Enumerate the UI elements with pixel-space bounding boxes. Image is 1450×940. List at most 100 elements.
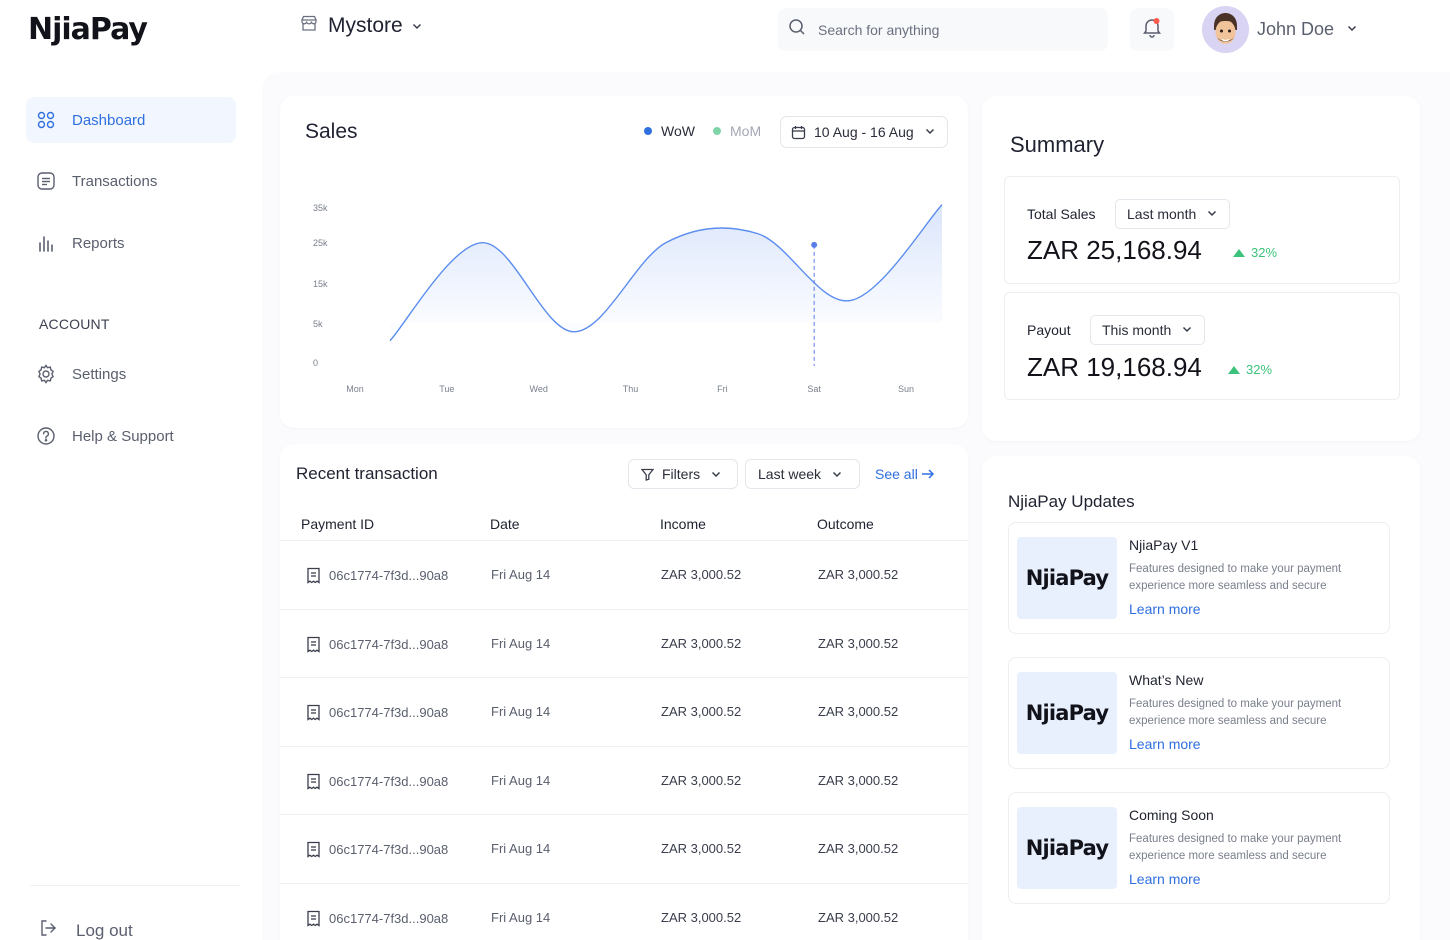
payment-id-cell: 06c1774-7f3d...90a8 xyxy=(306,841,448,858)
period-label: Last month xyxy=(1127,206,1197,222)
search-icon xyxy=(788,18,806,41)
update-item[interactable]: NjiaPay NjiaPay V1 Features designed to … xyxy=(1008,522,1390,634)
date-range-label: 10 Aug - 16 Aug xyxy=(814,124,914,140)
table-row[interactable]: 06c1774-7f3d...90a8 Fri Aug 14 ZAR 3,000.5… xyxy=(280,540,968,608)
column-header-date: Date xyxy=(490,516,520,532)
see-all-label: See all xyxy=(875,466,918,482)
chevron-down-icon xyxy=(411,14,423,38)
income-cell: ZAR 3,000.52 xyxy=(661,841,742,856)
learn-more-link[interactable]: Learn more xyxy=(1129,601,1201,617)
learn-more-link[interactable]: Learn more xyxy=(1129,871,1201,887)
update-item[interactable]: NjiaPay What’s New Features designed to … xyxy=(1008,657,1390,769)
receipt-icon xyxy=(306,704,321,721)
store-selector[interactable]: Mystore xyxy=(300,14,423,38)
table-row[interactable]: 06c1774-7f3d...90a8 Fri Aug 14 ZAR 3,000.5… xyxy=(280,677,968,745)
sidebar-item-label: Settings xyxy=(72,365,127,383)
outcome-cell: ZAR 3,000.52 xyxy=(818,704,899,719)
highlight-point[interactable] xyxy=(811,241,818,248)
logout-label: Log out xyxy=(76,920,133,940)
period-label: This month xyxy=(1102,322,1172,338)
table-row[interactable]: 06c1774-7f3d...90a8 Fri Aug 14 ZAR 3,000.5… xyxy=(280,814,968,882)
update-description: Features designed to make your payment e… xyxy=(1129,563,1342,592)
x-tick-label: Sat xyxy=(807,384,821,394)
updates-title: NjiaPay Updates xyxy=(1008,492,1135,511)
sidebar-item-reports[interactable]: Reports xyxy=(26,220,236,266)
chevron-down-icon xyxy=(831,468,843,480)
update-heading: Coming Soon xyxy=(1129,807,1214,823)
outcome-cell: ZAR 3,000.52 xyxy=(818,567,899,582)
x-tick-label: Thu xyxy=(623,384,639,394)
receipt-icon xyxy=(306,636,321,653)
notifications-button[interactable] xyxy=(1130,8,1174,51)
y-tick-label: 15k xyxy=(313,279,328,289)
logout-button[interactable]: Log out xyxy=(38,918,133,940)
total-sales-change: 32% xyxy=(1233,245,1277,260)
search-input[interactable] xyxy=(818,21,1078,38)
payment-id: 06c1774-7f3d...90a8 xyxy=(329,773,449,789)
column-header-payment-id: Payment ID xyxy=(301,516,375,532)
payout-period-select[interactable]: This month xyxy=(1090,315,1206,345)
summary-card: Summary Total Sales Last month ZAR 25,16… xyxy=(982,96,1420,441)
bell-icon xyxy=(1141,16,1163,43)
income-cell: ZAR 3,000.52 xyxy=(661,635,742,651)
receipt-icon xyxy=(306,910,321,927)
date-cell: Fri Aug 14 xyxy=(491,704,551,719)
legend-mom[interactable]: MoM xyxy=(713,123,761,139)
date-cell: Fri Aug 14 xyxy=(491,772,551,788)
sidebar-item-transactions[interactable]: Transactions xyxy=(26,158,236,204)
outcome-cell: ZAR 3,000.52 xyxy=(818,841,899,856)
njiapay-logo[interactable]: NjiaPay xyxy=(28,12,148,47)
payout-change: 32% xyxy=(1228,362,1272,377)
account-section-label: ACCOUNT xyxy=(39,316,110,332)
date-range-picker[interactable]: 10 Aug - 16 Aug xyxy=(780,116,948,148)
payment-id-cell: 06c1774-7f3d...90a8 xyxy=(306,567,448,584)
legend-label: MoM xyxy=(730,123,762,139)
payment-id: 06c1774-7f3d...90a8 xyxy=(329,842,449,857)
payment-id-cell: 06c1774-7f3d...90a8 xyxy=(306,704,448,721)
search-bar[interactable] xyxy=(778,8,1108,51)
column-header-income: Income xyxy=(660,516,706,532)
update-item[interactable]: NjiaPay Coming Soon Features designed to… xyxy=(1008,792,1390,904)
sidebar-item-label: Dashboard xyxy=(72,111,146,129)
chevron-down-icon xyxy=(1181,322,1193,338)
change-value: 32% xyxy=(1246,362,1273,377)
total-sales-box: Total Sales Last month ZAR 25,168.94 32% xyxy=(1004,176,1400,284)
period-label: Last week xyxy=(758,466,822,482)
see-all-link[interactable]: See all xyxy=(875,466,935,482)
payment-id: 06c1774-7f3d...90a8 xyxy=(329,568,449,583)
x-tick-label: Mon xyxy=(346,384,364,394)
learn-more-link[interactable]: Learn more xyxy=(1129,736,1201,752)
filters-label: Filters xyxy=(662,466,701,482)
y-tick-label: 25k xyxy=(313,238,328,248)
table-row[interactable]: 06c1774-7f3d...90a8 Fri Aug 14 ZAR 3,000.5… xyxy=(280,745,968,814)
njiapay-logo-thumbnail: NjiaPay xyxy=(1017,807,1117,889)
sidebar-item-help-support[interactable]: Help & Support xyxy=(26,413,236,459)
sales-chart: 35k 25k 15k 5k 0 Mon Tue Wed Thu Fri Sat Sun xyxy=(313,203,943,394)
filters-button[interactable]: Filters xyxy=(628,459,738,489)
update-heading: NjiaPay V1 xyxy=(1129,537,1199,553)
chevron-down-icon xyxy=(924,124,936,140)
receipt-icon xyxy=(306,567,321,584)
sales-area-fill xyxy=(390,204,942,341)
legend-wow[interactable]: WoW xyxy=(644,123,695,139)
total-sales-period-select[interactable]: Last month xyxy=(1115,199,1231,229)
period-select[interactable]: Last week xyxy=(745,459,860,489)
legend-dot xyxy=(713,127,721,135)
grid-icon xyxy=(36,110,56,130)
njiapay-logo-thumbnail: NjiaPay xyxy=(1017,672,1117,754)
sidebar-item-settings[interactable]: Settings xyxy=(26,351,236,397)
date-cell: Fri Aug 14 xyxy=(491,909,551,925)
updates-card: NjiaPay Updates NjiaPay NjiaPay V1 Featu… xyxy=(982,456,1420,940)
chevron-down-icon xyxy=(710,468,722,480)
sidebar-item-dashboard[interactable]: Dashboard xyxy=(26,97,236,143)
sales-card: Sales WoW MoM 10 Aug - 16 Aug 35k 25k 15k 5… xyxy=(280,96,968,428)
update-description: Features designed to make your payment e… xyxy=(1129,833,1342,862)
table-row[interactable]: 06c1774-7f3d...90a8 Fri Aug 14 ZAR 3,000.5… xyxy=(280,882,968,940)
sales-line xyxy=(389,204,943,342)
user-menu[interactable]: John Doe xyxy=(1202,6,1358,53)
update-heading: What’s New xyxy=(1129,672,1204,688)
store-icon xyxy=(300,14,318,38)
income-cell: ZAR 3,000.52 xyxy=(661,704,742,719)
table-row[interactable]: 06c1774-7f3d...90a8 Fri Aug 14 ZAR 3,000.5… xyxy=(280,608,968,677)
bar-chart-icon xyxy=(36,233,56,253)
